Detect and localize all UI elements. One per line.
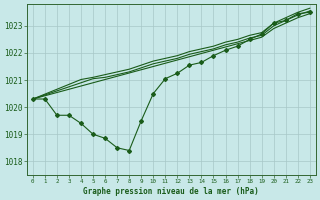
X-axis label: Graphe pression niveau de la mer (hPa): Graphe pression niveau de la mer (hPa) <box>84 187 259 196</box>
